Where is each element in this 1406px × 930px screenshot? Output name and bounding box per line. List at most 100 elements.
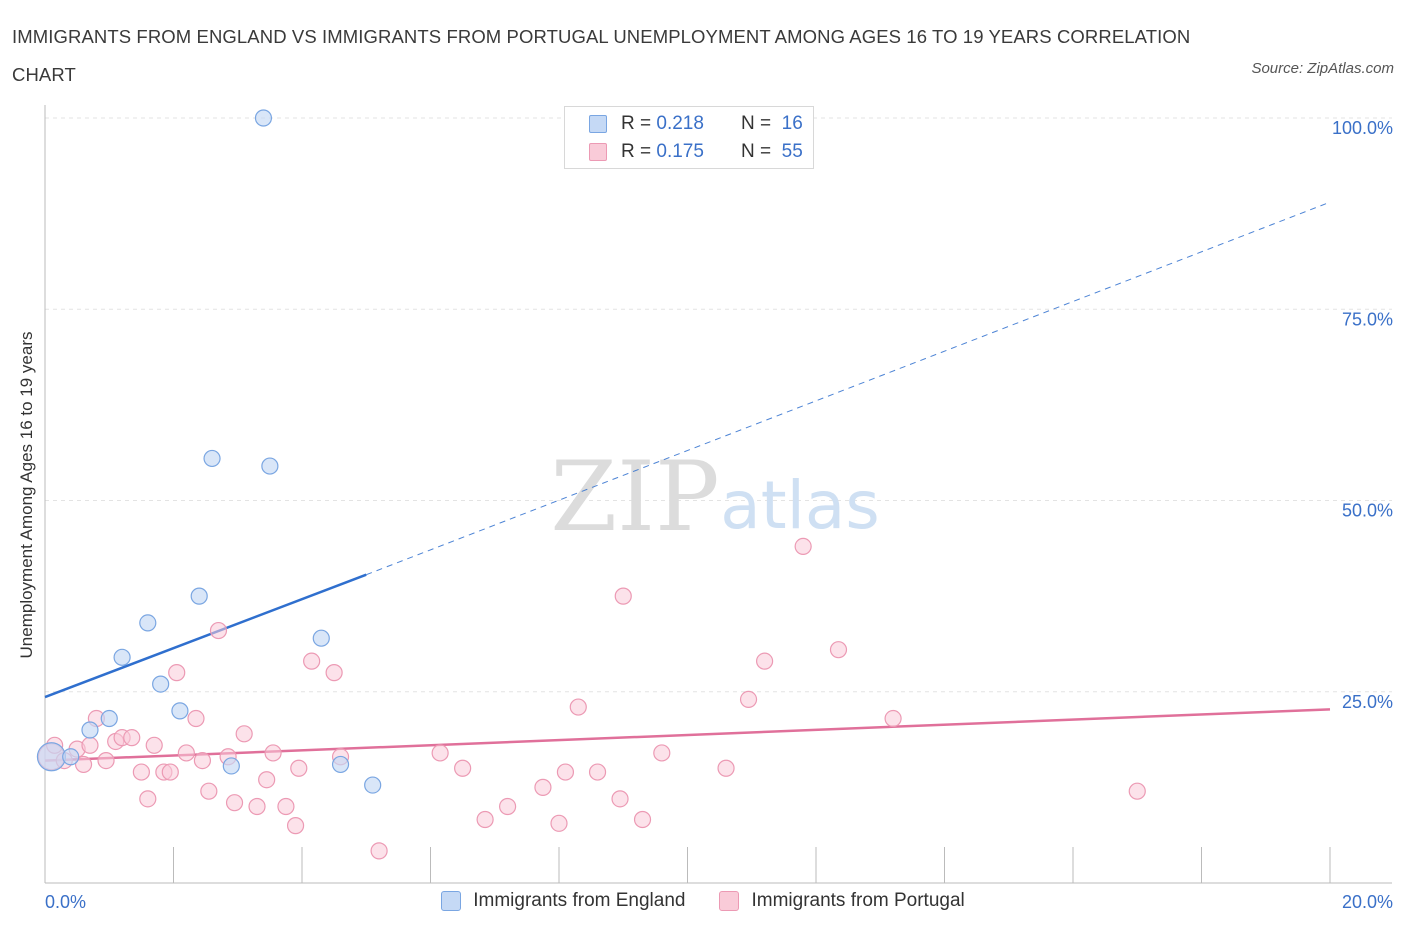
watermark-zip: ZIP [550, 441, 719, 553]
portugal-point [277, 797, 295, 816]
england-point [254, 109, 273, 127]
portugal-point [739, 690, 758, 709]
portugal-point [431, 744, 449, 762]
england-point [100, 709, 118, 728]
legend-n-value: 55 [781, 141, 803, 162]
england-point [139, 614, 157, 632]
portugal-point [556, 763, 575, 781]
y-tick-label: 100.0% [1332, 118, 1393, 138]
portugal-point [187, 709, 205, 728]
portugal-point [794, 537, 812, 556]
portugal-point [235, 725, 253, 743]
series-portugal-points [37, 537, 1146, 860]
legend-n-label: N = [741, 141, 772, 162]
series-england-points [36, 109, 382, 794]
y-tick-label: 75.0% [1342, 309, 1393, 329]
x-tick-label: 0.0% [45, 892, 86, 912]
portugal-point [614, 587, 632, 605]
england-trend-extension [366, 201, 1331, 576]
portugal-point [200, 782, 218, 800]
portugal-point [1128, 782, 1146, 800]
portugal-point [177, 744, 195, 762]
portugal-point [161, 763, 179, 781]
portugal-legend-swatch [719, 891, 740, 911]
england-point [190, 587, 208, 605]
portugal-point [74, 755, 93, 774]
portugal-swatch [589, 143, 607, 161]
portugal-point [209, 621, 228, 640]
portugal-point [123, 729, 141, 747]
england-point [203, 449, 221, 468]
portugal-point [258, 771, 276, 789]
correlation-legend: R = 0.218 N = 16 R = 0.175 N = 55 [564, 106, 814, 169]
legend-n-value: 16 [781, 113, 803, 134]
england-point [62, 748, 80, 766]
england-point [222, 757, 240, 775]
portugal-point [303, 652, 321, 670]
legend-r-label: R = [621, 141, 657, 162]
portugal-point [534, 778, 552, 796]
england-point [331, 755, 350, 774]
england-point [312, 629, 330, 647]
portugal-point [755, 652, 774, 670]
legend-n-label: N = [741, 113, 772, 134]
portugal-trend-line [44, 708, 1331, 762]
portugal-point [286, 817, 305, 835]
england-point [171, 702, 189, 720]
england-point [152, 675, 170, 693]
portugal-point [193, 751, 212, 770]
portugal-point [611, 790, 629, 808]
portugal-point [248, 797, 266, 816]
legend-england-label: Immigrants from England [473, 890, 686, 911]
trend-lines [44, 201, 1331, 762]
portugal-point [569, 698, 587, 716]
legend-item-england[interactable]: Immigrants from England [441, 890, 685, 912]
portugal-point [550, 814, 568, 832]
england-point [81, 721, 99, 739]
portugal-point [884, 709, 902, 728]
y-tick-label: 25.0% [1342, 692, 1393, 712]
portugal-point [290, 759, 308, 777]
portugal-point [168, 664, 186, 682]
portugal-point [145, 736, 163, 754]
chart-title: IMMIGRANTS FROM ENGLAND VS IMMIGRANTS FR… [12, 26, 1191, 85]
england-point [113, 648, 131, 666]
england-point [261, 457, 279, 475]
legend-item-portugal[interactable]: Immigrants from Portugal [719, 890, 965, 912]
gridlines [45, 117, 1392, 693]
portugal-point [588, 763, 607, 781]
legend-r-label: R = [621, 113, 657, 134]
portugal-point [829, 641, 848, 659]
portugal-point [499, 797, 517, 816]
portugal-point [97, 751, 115, 770]
watermark-atlas: atlas [720, 467, 880, 544]
portugal-point [264, 744, 282, 762]
portugal-point [225, 794, 244, 812]
portugal-point [476, 810, 494, 829]
tick-labels: 100.0% 75.0% 50.0% 25.0% 0.0% 20.0% [45, 118, 1393, 912]
portugal-point [717, 759, 735, 777]
portugal-point [132, 763, 150, 781]
portugal-point [633, 810, 652, 829]
legend-row-portugal: R = 0.175 N = 55 [589, 140, 803, 164]
england-trend-line [44, 573, 367, 699]
series-legend: Immigrants from England Immigrants from … [0, 890, 1406, 912]
legend-row-england: R = 0.218 N = 16 [589, 112, 803, 136]
watermark: ZIP atlas [550, 441, 879, 553]
portugal-point [139, 790, 157, 808]
portugal-point [81, 736, 99, 754]
source-note: Source: ZipAtlas.com [1251, 60, 1394, 77]
legend-portugal-label: Immigrants from Portugal [751, 890, 965, 911]
x-tick-label: 20.0% [1342, 892, 1393, 912]
england-point [364, 776, 382, 794]
y-tick-label: 50.0% [1342, 501, 1393, 521]
england-point [36, 742, 67, 772]
portugal-point [454, 759, 472, 777]
england-legend-swatch [441, 891, 462, 911]
england-swatch [589, 115, 607, 133]
portugal-point [325, 664, 343, 682]
portugal-point [653, 744, 671, 762]
legend-r-value: 0.175 [656, 141, 704, 162]
portugal-point [370, 842, 388, 860]
